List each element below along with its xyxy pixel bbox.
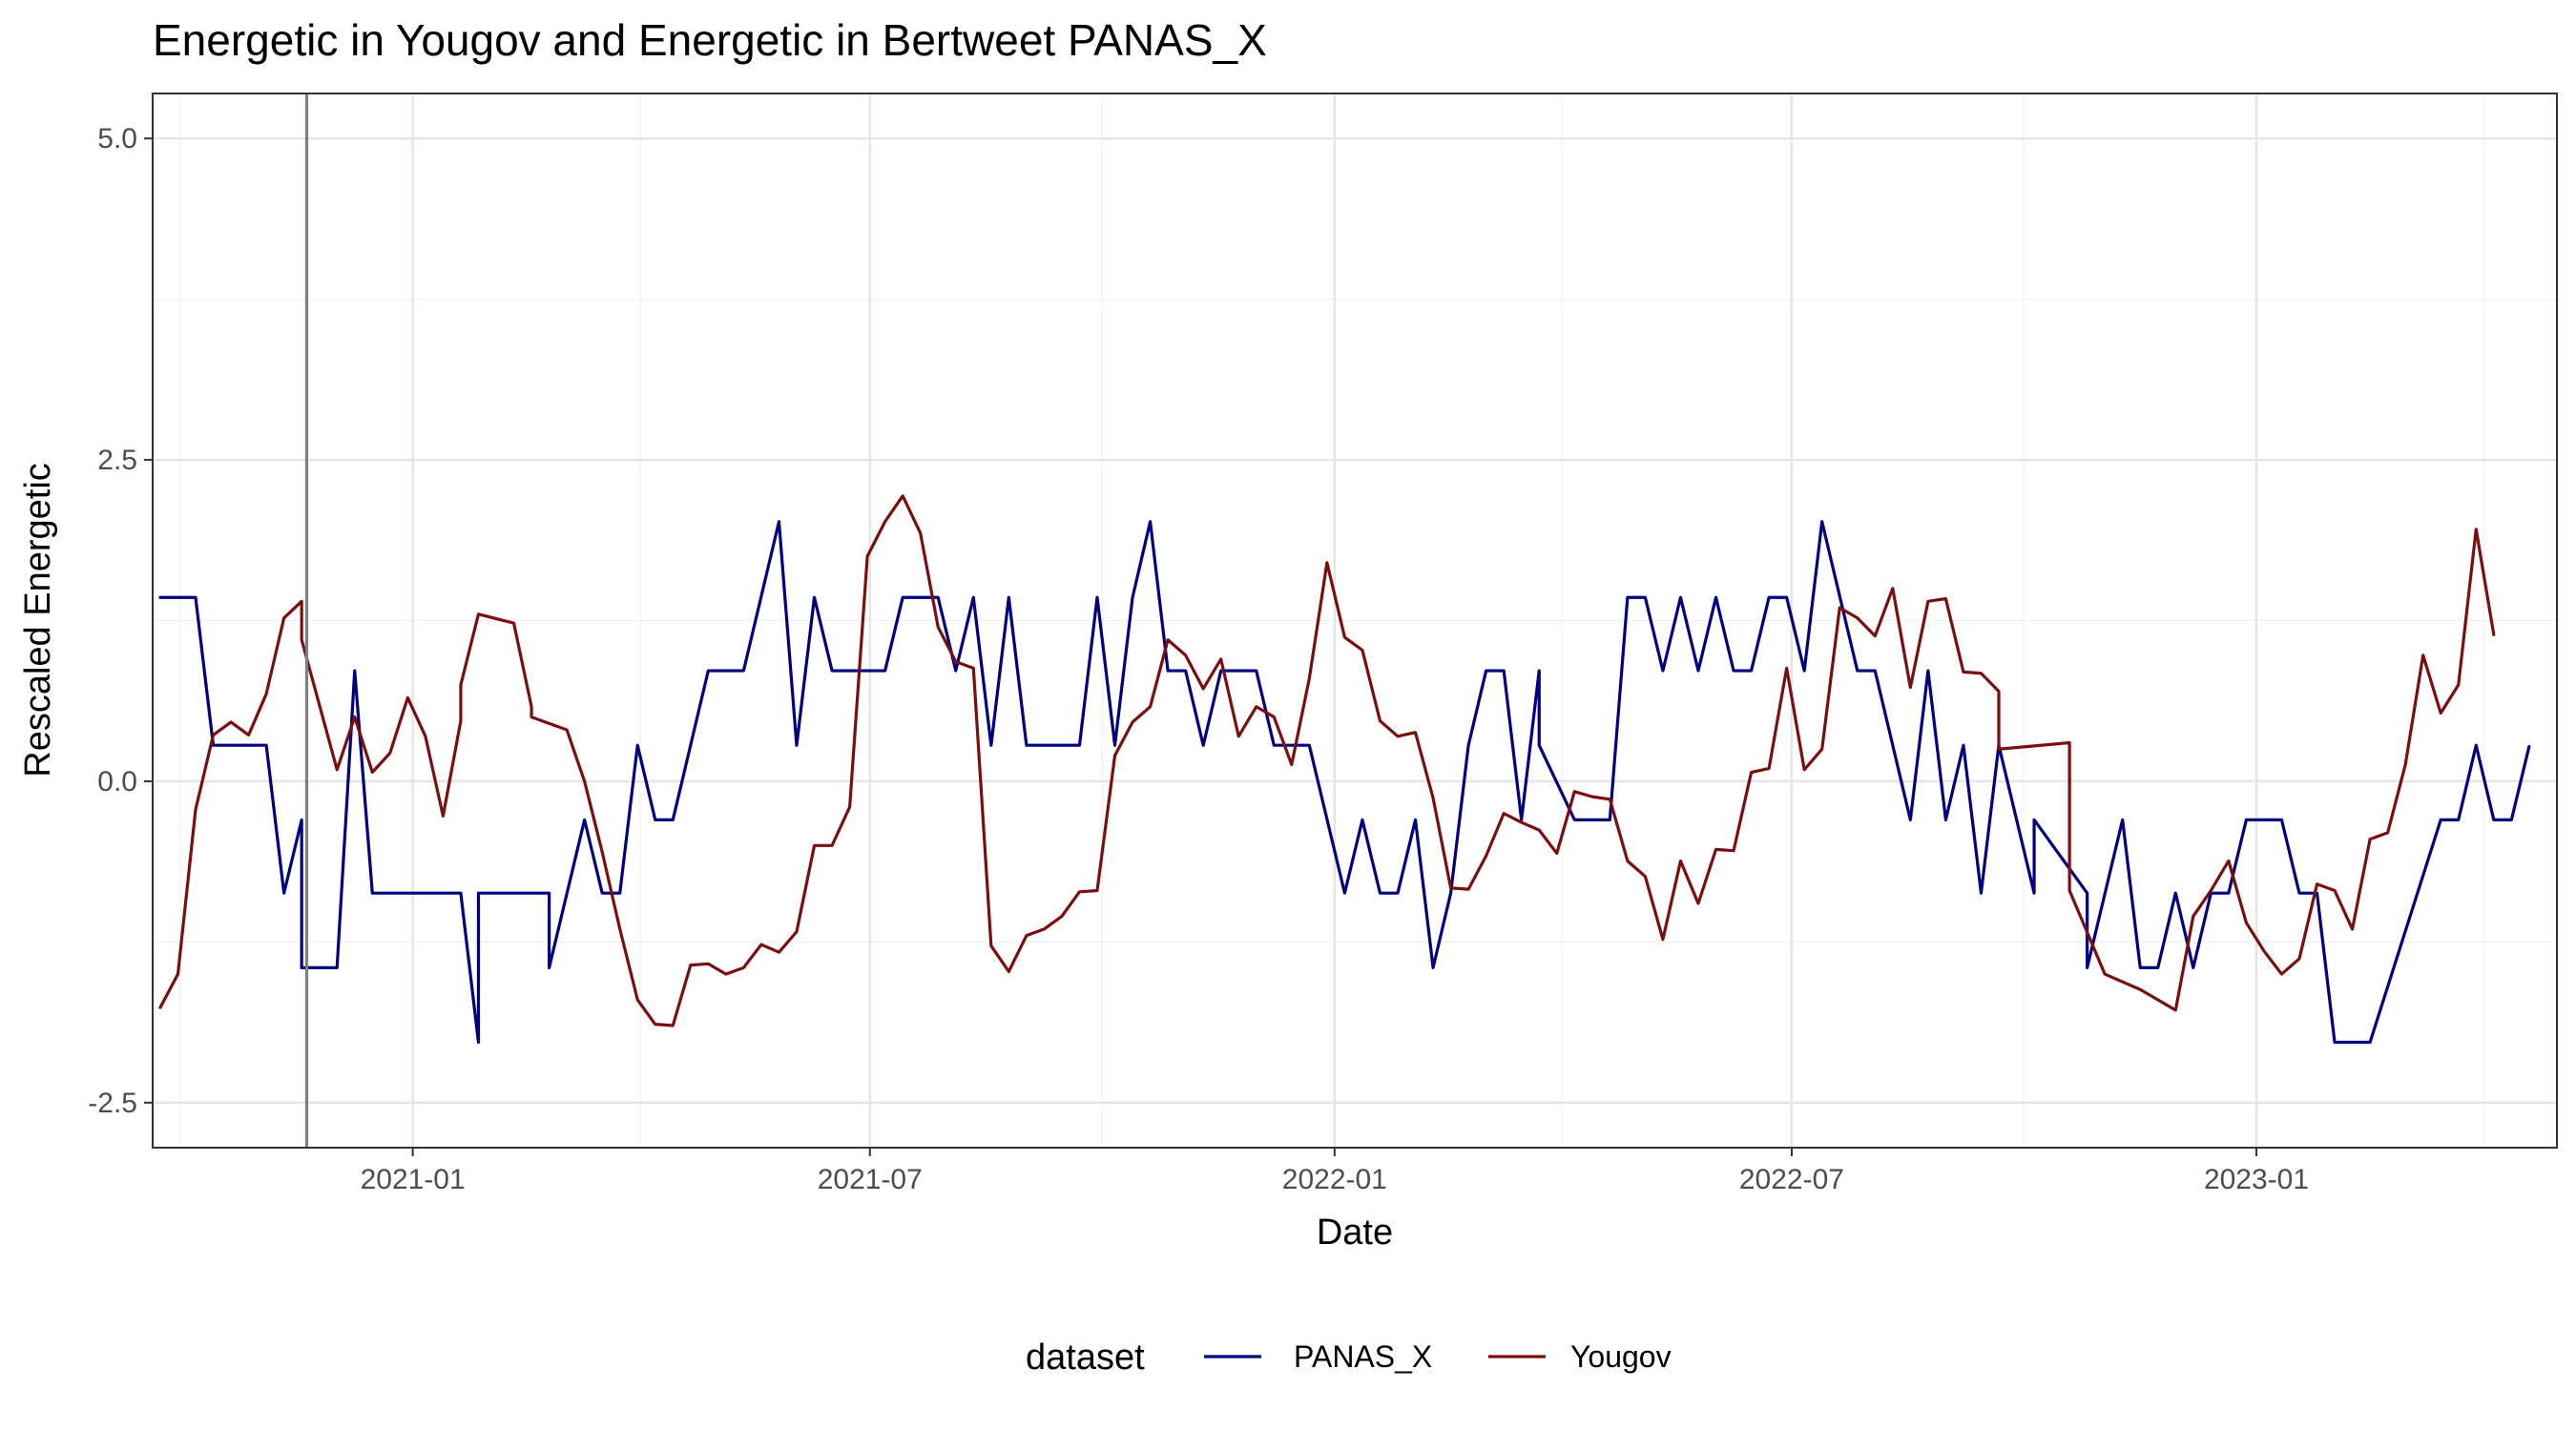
- plot-panel: [152, 93, 2558, 1149]
- series-line-yougov: [158, 494, 2496, 1027]
- x-axis: 2021-01 2021-07 2022-01 2022-07 2023-01: [361, 1148, 2309, 1195]
- x-tick-label: 2021-01: [361, 1164, 466, 1195]
- y-axis: 5.0 2.5 0.0 -2.5: [88, 123, 153, 1119]
- x-tick-label: 2022-07: [1739, 1164, 1844, 1195]
- y-tick-label: 2.5: [97, 445, 137, 476]
- legend-label-yougov: Yougov: [1570, 1339, 1672, 1374]
- plot-panel-border: [152, 93, 2558, 1149]
- major-gridlines: [153, 93, 2557, 1148]
- x-tick-label: 2022-01: [1282, 1164, 1387, 1195]
- series-layer: [158, 494, 2531, 1045]
- x-tick-label: 2021-07: [818, 1164, 923, 1195]
- x-axis-title: Date: [1317, 1213, 1393, 1253]
- legend-title: dataset: [1026, 1338, 1145, 1378]
- y-axis-title: Rescaled Energetic: [18, 463, 58, 778]
- x-tick-label: 2023-01: [2204, 1164, 2309, 1195]
- y-tick-label: 0.0: [97, 766, 137, 798]
- chart-title: Energetic in Yougov and Energetic in Ber…: [153, 15, 1267, 65]
- legend: dataset PANAS_X Yougov: [1026, 1338, 1672, 1378]
- y-tick-label: 5.0: [97, 123, 137, 155]
- minor-gridlines: [153, 93, 2557, 1148]
- legend-label-panas-x: PANAS_X: [1294, 1339, 1432, 1374]
- y-tick-label: -2.5: [88, 1088, 137, 1119]
